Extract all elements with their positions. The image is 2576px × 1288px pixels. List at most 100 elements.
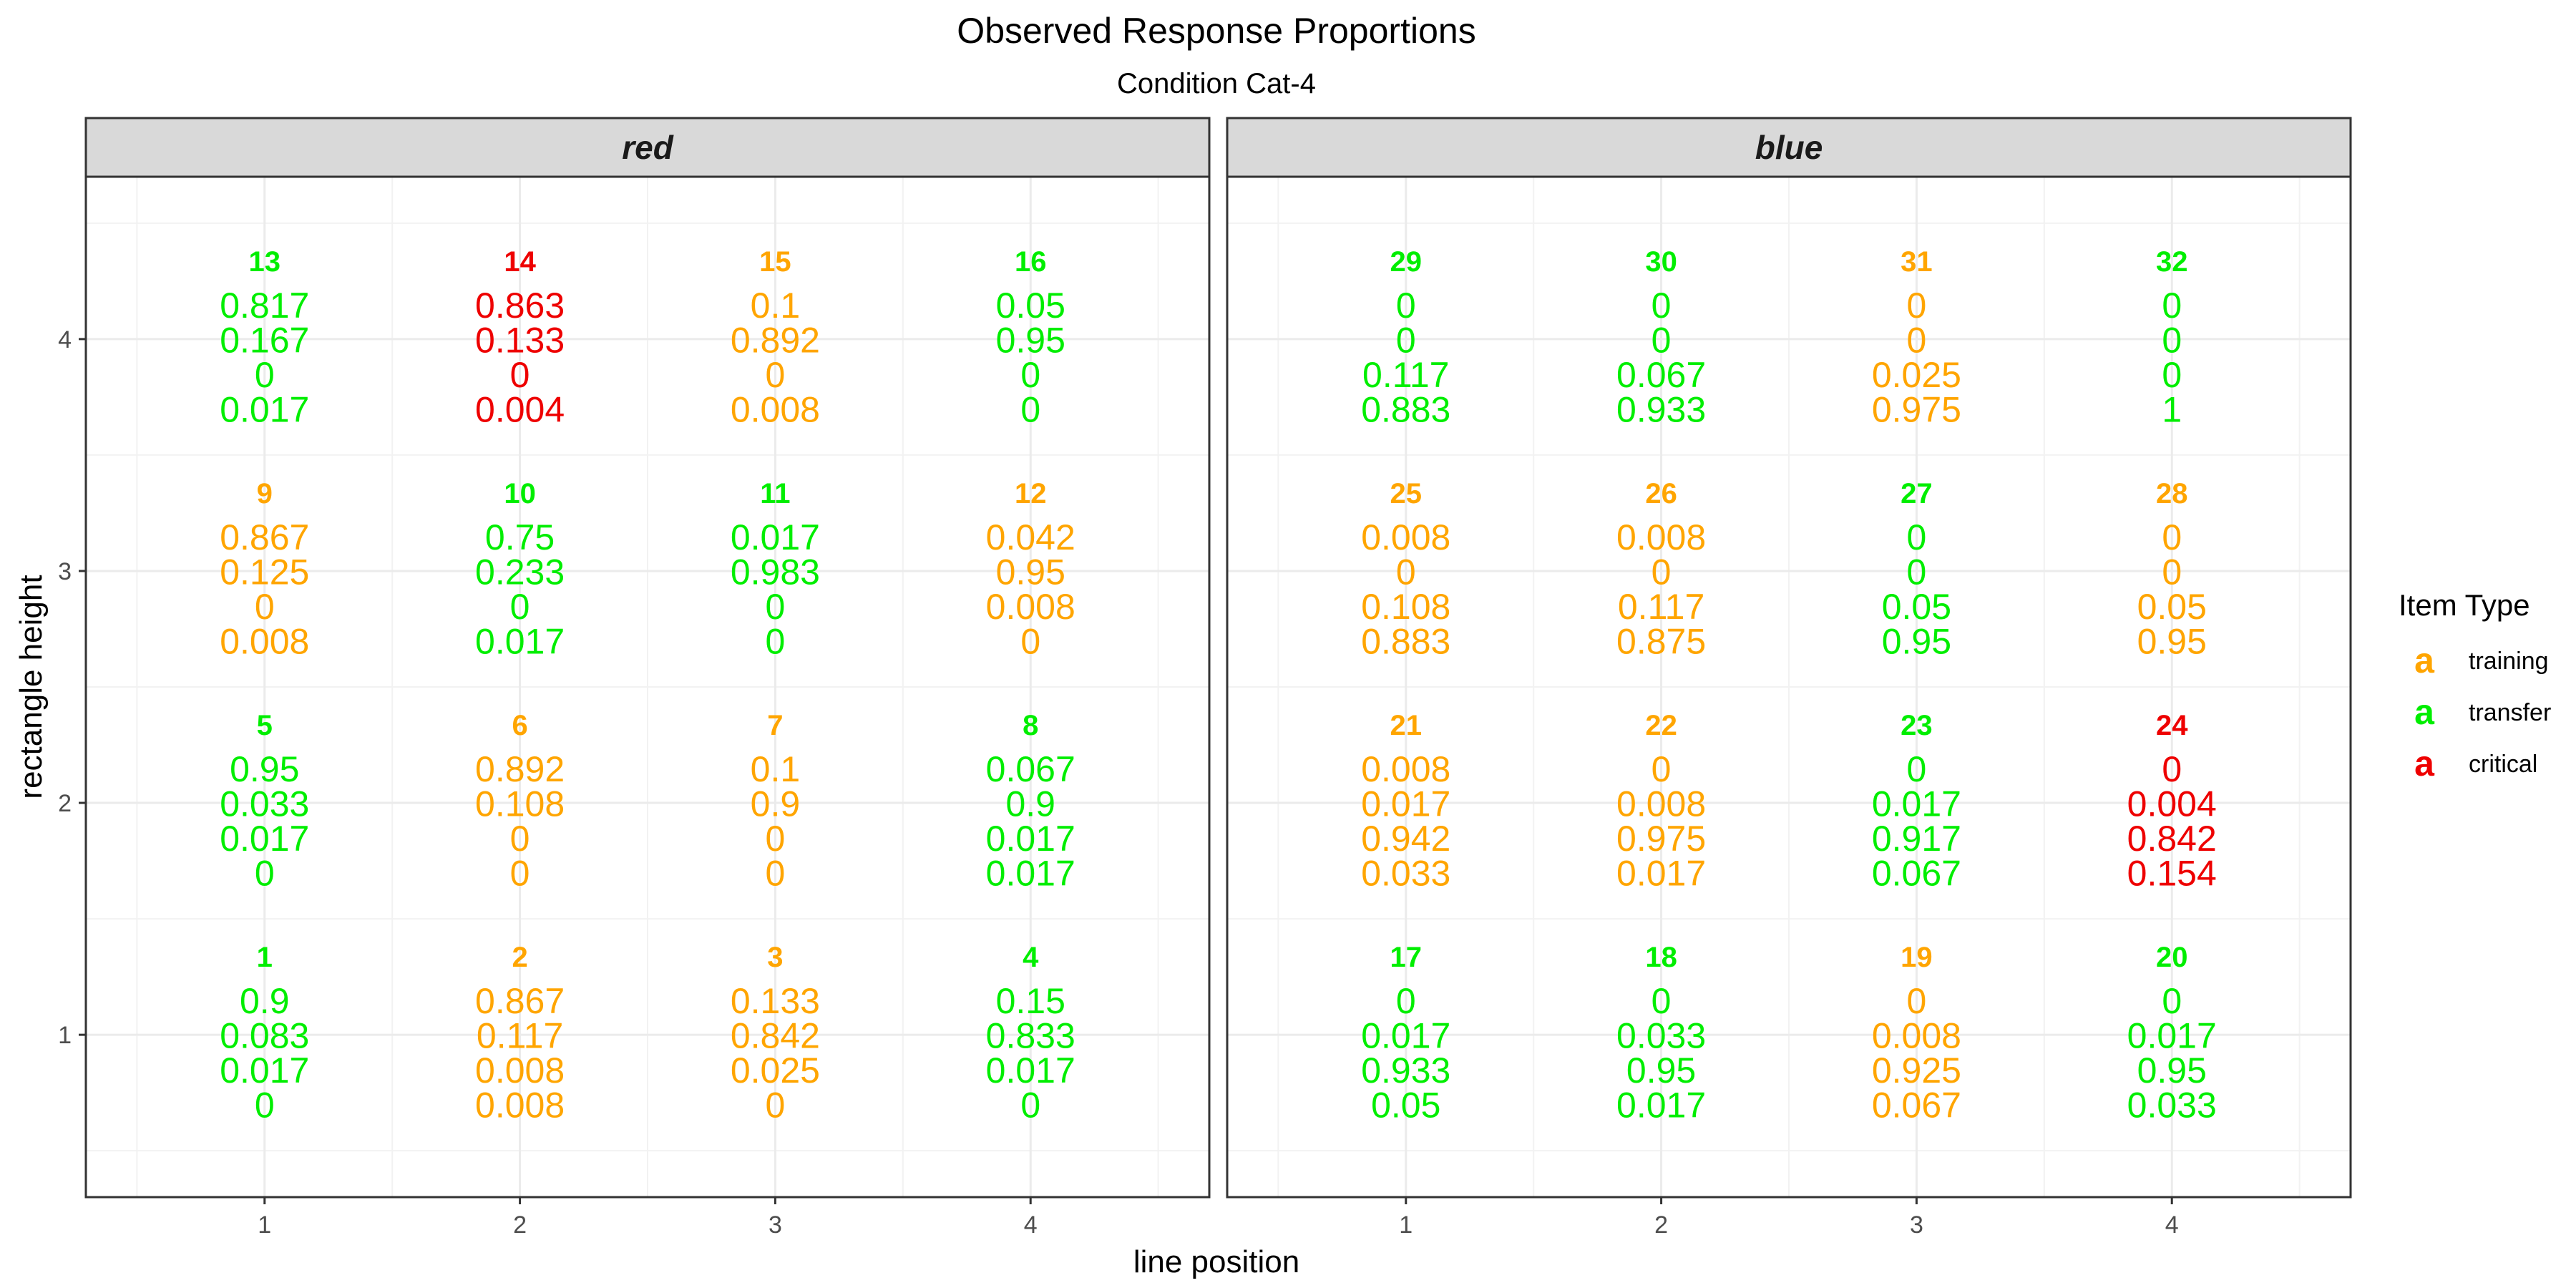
proportion-value: 0: [1020, 389, 1040, 429]
cell-id-label: 8: [1023, 710, 1038, 741]
proportion-value: 0: [1652, 286, 1672, 326]
proportion-value: 0.1: [751, 749, 801, 789]
proportion-value: 0.008: [986, 587, 1075, 627]
proportion-value: 0.008: [731, 389, 820, 429]
proportion-value: 0: [1907, 286, 1927, 326]
cell-id-label: 28: [2156, 478, 2188, 509]
cell-id-label: 15: [759, 246, 791, 278]
proportion-value: 0.067: [1872, 1085, 1961, 1126]
cell-id-label: 12: [1015, 478, 1047, 509]
legend-key-glyph: a: [2414, 692, 2435, 732]
legend-item-label: training: [2469, 648, 2549, 675]
cell-id-label: 17: [1390, 942, 1423, 973]
proportion-value: 0.863: [475, 286, 565, 326]
proportion-value: 0.842: [2127, 819, 2217, 859]
proportion-value: 0: [766, 1085, 786, 1126]
proportion-value: 0.05: [1882, 587, 1951, 627]
proportion-value: 0: [1652, 749, 1672, 789]
proportion-value: 0.033: [1361, 854, 1450, 894]
proportion-value: 0: [2162, 320, 2182, 360]
proportion-value: 1: [2162, 389, 2182, 429]
proportion-value: 0.017: [220, 389, 309, 429]
proportion-value: 0.033: [2127, 1085, 2217, 1126]
proportion-value: 0: [255, 355, 275, 395]
cell-id-label: 23: [1901, 710, 1933, 741]
cell-id-label: 11: [760, 478, 790, 509]
cell-id-label: 7: [767, 710, 783, 741]
proportion-value: 0.9: [751, 784, 801, 824]
proportion-value: 0.033: [220, 784, 309, 824]
cell-id-label: 27: [1901, 478, 1933, 509]
proportion-value: 0.067: [986, 749, 1075, 789]
panel-border: [84, 175, 1211, 1199]
proportion-value: 0.017: [220, 819, 309, 859]
proportion-value: 0: [2162, 981, 2182, 1021]
proportion-value: 0.017: [1361, 1016, 1450, 1056]
proportion-value: 0: [1907, 981, 1927, 1021]
proportion-value: 0: [510, 819, 530, 859]
y-tick-label: 3: [58, 558, 72, 585]
proportion-value: 0: [766, 587, 786, 627]
proportion-value: 0.042: [986, 517, 1075, 557]
proportion-value: 0.117: [1618, 587, 1704, 627]
proportion-value: 0: [2162, 517, 2182, 557]
legend-item-label: transfer: [2469, 699, 2551, 726]
proportion-value: 0.025: [1872, 355, 1961, 395]
proportion-value: 0.008: [220, 621, 309, 661]
x-tick-label: 4: [2165, 1211, 2179, 1239]
proportion-value: 0.008: [1361, 749, 1450, 789]
legend-title: Item Type: [2399, 588, 2530, 622]
cell-id-label: 16: [1015, 246, 1047, 278]
proportion-value: 0.975: [1872, 389, 1961, 429]
proportion-value: 0.925: [1872, 1050, 1961, 1091]
x-tick-label: 4: [1024, 1211, 1038, 1239]
proportion-value: 0: [1652, 552, 1672, 592]
cell-id-label: 10: [504, 478, 536, 509]
proportion-value: 0.004: [475, 389, 565, 429]
proportion-value: 0: [1396, 552, 1416, 592]
proportion-value: 0.05: [2137, 587, 2207, 627]
cell-id-label: 1: [257, 942, 273, 973]
proportion-value: 0: [510, 854, 530, 894]
proportion-value: 0.067: [1872, 854, 1961, 894]
proportion-value: 0: [766, 621, 786, 661]
cell-id-label: 18: [1645, 942, 1677, 973]
chart-title: Observed Response Proportions: [957, 11, 1475, 51]
proportion-value: 0.017: [2127, 1016, 2217, 1056]
proportion-value: 0.05: [996, 286, 1065, 326]
proportion-value: 0.167: [220, 320, 309, 360]
x-axis-title: line position: [1133, 1244, 1299, 1279]
cell-id-label: 6: [512, 710, 527, 741]
legend-item-critical: a critical: [2414, 743, 2537, 784]
proportion-value: 0.017: [986, 854, 1075, 894]
proportion-value: 0.017: [1361, 784, 1450, 824]
proportion-value: 0: [766, 819, 786, 859]
proportion-value: 0: [255, 854, 275, 894]
y-axis-title: rectangle height: [14, 575, 49, 799]
proportion-value: 0.067: [1616, 355, 1706, 395]
cell-id-label: 13: [249, 246, 281, 278]
proportion-value: 0: [1396, 981, 1416, 1021]
y-tick-label: 4: [58, 326, 72, 353]
x-tick-label: 1: [258, 1211, 271, 1239]
chart-subtitle: Condition Cat-4: [1117, 68, 1316, 99]
proportion-value: 0.133: [475, 320, 565, 360]
proportion-value: 0.017: [986, 1050, 1075, 1091]
proportion-value: 0: [1907, 517, 1927, 557]
proportion-value: 0: [2162, 552, 2182, 592]
proportion-value: 0: [2162, 355, 2182, 395]
